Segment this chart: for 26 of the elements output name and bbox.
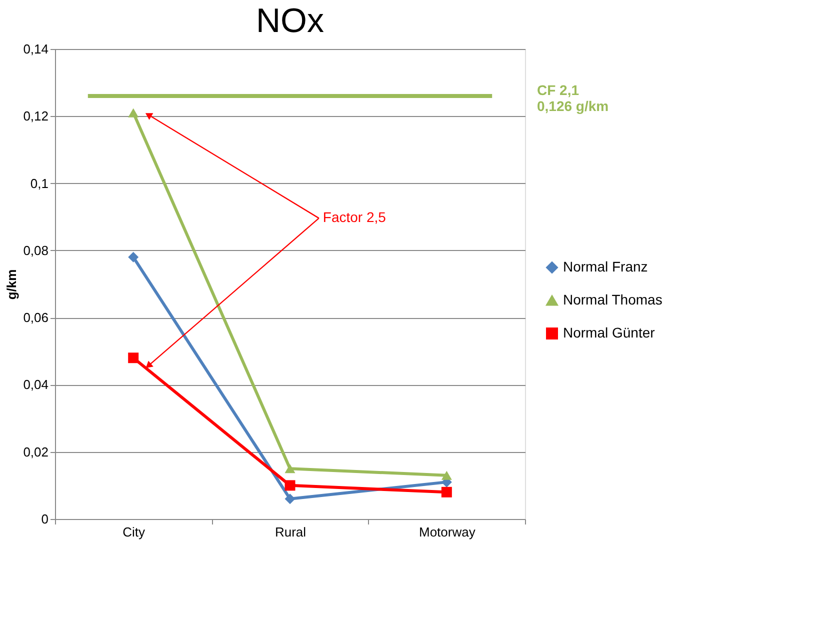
y-tick-label: 0,1: [30, 176, 48, 191]
y-tick-label: 0,14: [23, 42, 48, 56]
x-tick-label: City: [122, 524, 146, 540]
legend-label: Normal Günter: [563, 324, 656, 340]
point: [128, 108, 139, 118]
chart-title: NOx: [256, 2, 324, 40]
point: [441, 486, 452, 498]
y-tick-label: 0,08: [23, 242, 48, 258]
point: [284, 494, 296, 504]
x-tick-label: Rural: [274, 524, 306, 540]
y-tick-label: 0,12: [23, 108, 48, 124]
legend-label: Normal Thomas: [563, 292, 662, 308]
legend-label: Normal Franz: [563, 258, 648, 274]
point: [441, 470, 452, 480]
point: [284, 464, 296, 474]
annotation: Factor 2,5: [322, 209, 386, 226]
point: [128, 252, 139, 262]
y-tick-label: 0,06: [23, 310, 48, 326]
y-tick-label: 0,02: [23, 444, 48, 460]
ref-line-label: CF 2,1 0,126 g/km: [537, 82, 609, 114]
y-tick-label: 0,04: [23, 377, 48, 392]
point: [284, 480, 296, 491]
x-tick-label: Motorway: [418, 524, 476, 540]
y-tick-label: 0: [41, 512, 48, 526]
point: [128, 352, 139, 364]
y-axis-title: g/km: [4, 269, 20, 300]
